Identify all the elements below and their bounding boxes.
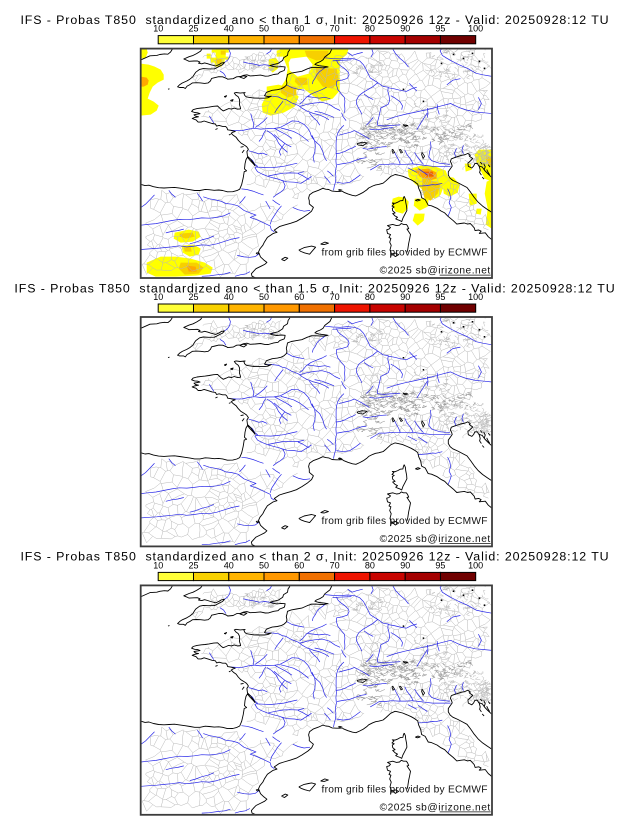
svg-text:50: 50 — [259, 292, 269, 302]
svg-text:60: 60 — [294, 292, 304, 302]
svg-text:from grib files provided by EC: from grib files provided by ECMWF — [321, 248, 487, 259]
svg-text:60: 60 — [294, 560, 304, 570]
svg-text:from grib files provided by EC: from grib files provided by ECMWF — [321, 516, 487, 527]
svg-text:90: 90 — [400, 560, 410, 570]
svg-text:70: 70 — [330, 292, 340, 302]
svg-text:IFS - Probas T850 standardize: IFS - Probas T850 standardized ano < tha… — [20, 13, 609, 27]
svg-text:40: 40 — [224, 292, 234, 302]
svg-text:90: 90 — [400, 292, 410, 302]
svg-text:10: 10 — [153, 24, 163, 34]
svg-text:from grib files provided by EC: from grib files provided by ECMWF — [321, 784, 487, 795]
svg-text:100: 100 — [468, 24, 483, 34]
svg-text:IFS - Probas T850 standardize: IFS - Probas T850 standardized ano < tha… — [14, 281, 615, 295]
svg-text:80: 80 — [365, 24, 375, 34]
svg-text:IFS - Probas T850 standardize: IFS - Probas T850 standardized ano < tha… — [20, 550, 609, 564]
svg-text:©2025 sb@irizone.net: ©2025 sb@irizone.net — [380, 266, 491, 277]
svg-text:©2025 sb@irizone.net: ©2025 sb@irizone.net — [380, 802, 491, 813]
svg-text:10: 10 — [153, 292, 163, 302]
svg-text:25: 25 — [188, 560, 198, 570]
svg-text:80: 80 — [365, 292, 375, 302]
svg-text:25: 25 — [188, 24, 198, 34]
svg-text:70: 70 — [330, 560, 340, 570]
svg-text:50: 50 — [259, 560, 269, 570]
svg-text:10: 10 — [153, 560, 163, 570]
svg-text:40: 40 — [224, 560, 234, 570]
svg-text:40: 40 — [224, 24, 234, 34]
svg-text:80: 80 — [365, 560, 375, 570]
svg-text:100: 100 — [468, 292, 483, 302]
svg-text:25: 25 — [188, 292, 198, 302]
svg-text:70: 70 — [330, 24, 340, 34]
svg-text:95: 95 — [435, 560, 445, 570]
svg-text:50: 50 — [259, 24, 269, 34]
svg-text:95: 95 — [435, 24, 445, 34]
svg-text:60: 60 — [294, 24, 304, 34]
svg-text:©2025 sb@irizone.net: ©2025 sb@irizone.net — [380, 534, 491, 545]
svg-text:95: 95 — [435, 292, 445, 302]
svg-text:100: 100 — [468, 560, 483, 570]
svg-text:90: 90 — [400, 24, 410, 34]
